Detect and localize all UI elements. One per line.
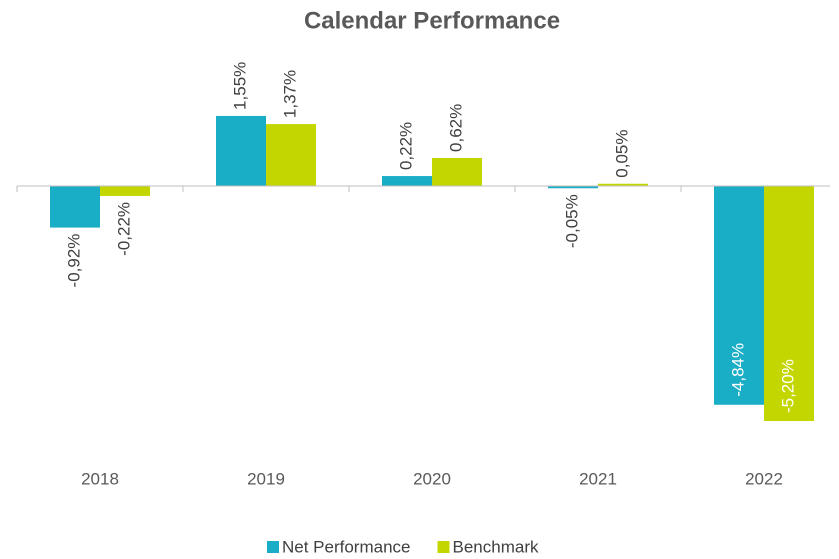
- data-label: 0,62%: [446, 104, 465, 152]
- legend-swatch: [267, 541, 279, 553]
- data-label: -0,05%: [562, 194, 581, 248]
- data-label: -0,22%: [114, 202, 133, 256]
- x-tick-label: 2022: [745, 469, 783, 488]
- bar: [598, 183, 648, 186]
- legend-swatch: [437, 541, 450, 553]
- bar: [548, 186, 598, 189]
- bar: [764, 186, 814, 422]
- data-label: -5,20%: [778, 359, 797, 413]
- x-tick-label: 2018: [81, 469, 119, 488]
- bar: [382, 176, 432, 186]
- x-tick-label: 2021: [579, 469, 617, 488]
- chart-title: Calendar Performance: [304, 7, 560, 34]
- bar: [714, 186, 764, 405]
- bar: [100, 186, 150, 196]
- bar: [216, 115, 266, 186]
- legend-label: Net Performance: [282, 537, 411, 556]
- data-label: 1,55%: [230, 62, 249, 110]
- bar: [266, 124, 316, 186]
- bar: [50, 186, 100, 228]
- data-label: 1,37%: [280, 70, 299, 118]
- data-label: -4,84%: [728, 343, 747, 397]
- legend-label: Benchmark: [453, 537, 539, 556]
- x-tick-label: 2020: [413, 469, 451, 488]
- bar: [432, 157, 482, 186]
- data-label: 0,22%: [396, 122, 415, 170]
- data-label: 0,05%: [612, 130, 631, 178]
- data-label: -0,92%: [64, 234, 83, 288]
- x-tick-label: 2019: [247, 469, 285, 488]
